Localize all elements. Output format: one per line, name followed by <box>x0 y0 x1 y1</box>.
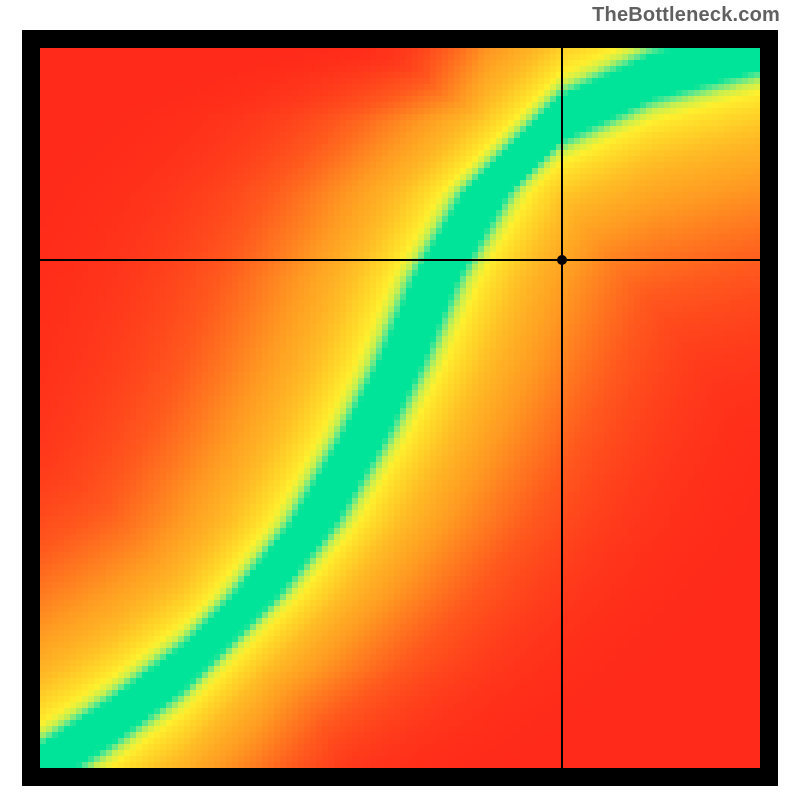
crosshair-vertical-line <box>561 48 563 768</box>
chart-container: TheBottleneck.com <box>0 0 800 800</box>
crosshair-marker <box>557 255 567 265</box>
crosshair-horizontal-line <box>40 259 760 261</box>
heatmap-canvas <box>40 48 760 768</box>
watermark-text: TheBottleneck.com <box>592 4 780 27</box>
